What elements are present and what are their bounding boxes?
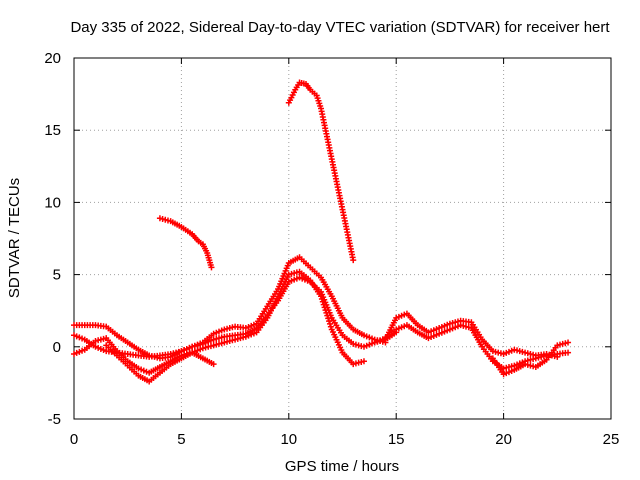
x-tick-label: 20 [495,431,512,448]
series-arc-9 [285,79,357,264]
axis-ticks: 0 5 10 15 20 25 -5 0 5 10 15 20 [44,50,619,448]
y-tick-label: 20 [44,50,61,67]
data-point [326,318,333,325]
data-point [318,293,325,300]
x-tick-label: 10 [280,431,297,448]
series-arc-5 [382,310,561,360]
y-tick-label: 10 [44,194,61,211]
y-tick-label: 15 [44,122,61,139]
data-point [208,264,215,271]
data-point [323,309,330,316]
chart-title: Day 335 of 2022, Sidereal Day-to-day VTE… [70,19,610,36]
data-point [319,298,326,305]
data-point [360,358,367,365]
data-point [326,320,333,327]
x-axis-title: GPS time / hours [285,458,399,475]
y-tick-label: 0 [53,339,61,356]
series-arc-4 [103,342,217,385]
data-point [318,296,325,303]
data-point [565,349,572,356]
data-point [321,304,328,311]
x-tick-label: 15 [388,431,405,448]
data-point [322,307,329,314]
y-axis-title: SDTVAR / TECUs [6,178,23,298]
data-point [210,361,217,368]
data-point [325,315,332,322]
data-point [350,257,357,264]
y-tick-label: -5 [48,411,61,428]
data-point [324,312,331,319]
series-arc-2 [71,274,400,360]
data-point [565,339,572,346]
series-arc-7 [489,339,572,378]
data-points [71,79,572,385]
data-point [327,323,334,330]
x-tick-label: 0 [70,431,78,448]
y-tick-label: 5 [53,267,61,284]
x-tick-label: 25 [603,431,620,448]
x-tick-label: 5 [177,431,185,448]
data-point [320,301,327,308]
plot-frame [73,57,612,420]
series-arc-8 [156,215,215,271]
